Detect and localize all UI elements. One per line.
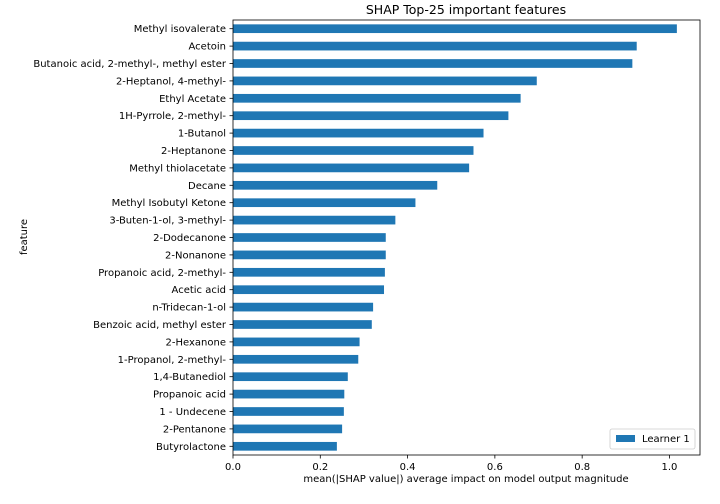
y-tick-label: 2-Dodecanone [153,233,226,244]
bar [233,372,348,382]
bar [233,93,521,103]
y-tick-label: Methyl Isobutyl Ketone [112,198,226,209]
y-tick-label: 2-Hexanone [166,337,226,348]
y-tick-label: 2-Heptanone [161,146,226,157]
y-tick-label: Propanoic acid, 2-methyl- [98,268,226,279]
bar [233,128,484,138]
y-tick-label: 1-Butanol [178,129,226,140]
y-tick-label: 1,4-Butanediol [153,372,226,383]
legend: Learner 1 [609,428,696,450]
bar [233,250,386,260]
y-tick-label: 1H-Pyrrole, 2-methyl- [119,111,226,122]
legend-label: Learner 1 [642,434,690,445]
y-axis-label: feature [19,219,30,255]
legend-swatch [616,435,635,442]
bar [233,337,360,347]
bar [233,163,470,173]
chart-title: SHAP Top-25 important features [366,2,566,17]
plot-frame [232,19,701,456]
x-tick-label: 0.8 [574,462,590,473]
bar [233,302,374,312]
y-tick-label: Butanoic acid, 2-methyl-, methyl ester [33,59,227,70]
y-tick-label: Methyl isovalerate [134,24,226,35]
y-tick-label: Ethyl Acetate [159,94,226,105]
bar [233,41,637,51]
x-axis: 0.0 0.2 0.4 0.6 0.8 1.0 [225,455,677,473]
y-tick-label: Butyrolactone [156,442,226,453]
bar [233,441,337,451]
bar [233,354,359,364]
bar [233,389,345,399]
bar [233,407,344,416]
bar [233,424,343,434]
y-tick-label: 2-Heptanol, 4-methyl- [116,76,226,87]
bar [233,111,509,121]
bar [233,320,372,329]
bar [233,59,633,68]
bar [233,215,396,225]
bar [233,267,385,277]
y-tick-label: Propanoic acid [153,390,226,401]
y-tick-label: 2-Pentanone [163,424,226,435]
bars-group [233,24,677,451]
y-tick-label: Methyl thiolacetate [129,163,226,174]
x-tick-label: 0.0 [225,462,241,473]
x-tick-label: 0.2 [312,462,328,473]
bar [233,180,438,190]
y-tick-label: 1-Propanol, 2-methyl- [118,355,227,366]
y-tick-label: n-Tridecan-1-ol [152,303,226,314]
y-tick-label: Benzoic acid, methyl ester [93,320,227,331]
y-tick-label: 1 - Undecene [159,407,226,418]
x-tick-label: 1.0 [661,462,677,473]
y-tick-label: 3-Buten-1-ol, 3-methyl- [109,216,226,227]
y-tick-label: Decane [188,181,226,192]
bar [233,198,416,208]
y-tick-label: Acetoin [189,42,226,53]
y-tick-label: 2-Nonanone [165,250,226,261]
bar [233,24,677,34]
bar [233,76,537,86]
bar [233,285,385,295]
bar [233,233,386,242]
x-axis-label: mean(|SHAP value|) average impact on mod… [303,474,628,485]
x-tick-label: 0.6 [487,462,503,473]
y-tick-label: Acetic acid [172,285,226,296]
x-tick-label: 0.4 [400,462,416,473]
legend-box [609,428,696,450]
bar [233,146,474,155]
y-tick-labels: Methyl isovalerate Acetoin Butanoic acid, … [33,24,233,453]
